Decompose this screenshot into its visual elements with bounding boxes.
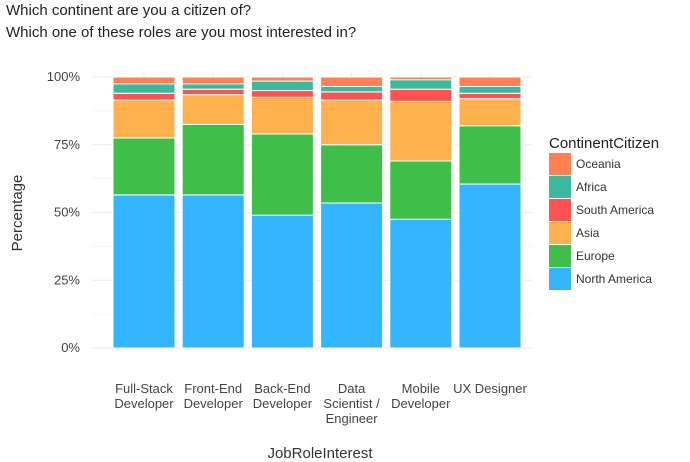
y-axis-title: Percentage xyxy=(9,175,26,252)
legend-label: Asia xyxy=(576,226,600,240)
legend-label: North America xyxy=(576,272,652,286)
legend-title: ContinentCitizen xyxy=(549,135,659,152)
bar-segment-europe xyxy=(181,123,245,196)
legend-label: Africa xyxy=(576,180,607,194)
bar-segment-south-america xyxy=(389,88,453,102)
bar-segment-south-america xyxy=(320,91,384,101)
bar-segment-oceania xyxy=(458,76,522,87)
bar-segment-europe xyxy=(320,144,384,204)
bar-segment-asia xyxy=(250,96,314,135)
bar-segment-south-america xyxy=(250,90,314,98)
chart-title-line-1: Which continent are you a citizen of? xyxy=(6,2,252,19)
bar-segment-south-america xyxy=(112,92,176,101)
bar-segment-africa xyxy=(458,85,522,94)
x-tick-labels: Full-Stack Developer Front-End Developer Bac… xyxy=(114,381,527,426)
legend-swatch xyxy=(549,268,571,290)
legend-label: Oceania xyxy=(576,157,621,171)
bar-segment-asia xyxy=(112,99,176,139)
legend-swatch xyxy=(549,222,571,244)
bar-segment-oceania xyxy=(181,76,245,85)
bar-segment-north-america xyxy=(458,183,522,349)
bar-segment-africa xyxy=(320,85,384,93)
legend: ContinentCitizen Oceania Africa South Amer… xyxy=(549,135,659,290)
legend-swatch xyxy=(549,153,571,175)
x-tick-label: UX Designer xyxy=(453,381,527,396)
bar-segment-europe xyxy=(250,133,314,216)
bar-segment-oceania xyxy=(320,76,384,87)
x-tick-label: Full-Stack Developer xyxy=(114,381,174,411)
y-tick-label: 0% xyxy=(61,340,80,355)
bar-segment-oceania xyxy=(250,76,314,82)
bar-segment-asia xyxy=(181,94,245,125)
bar-segment-africa xyxy=(389,79,453,90)
bar-segment-north-america xyxy=(112,194,176,349)
y-tick-label: 100% xyxy=(47,69,81,84)
bar-segment-africa xyxy=(250,80,314,92)
bar-segment-asia xyxy=(320,99,384,146)
x-tick-label: Mobile Developer xyxy=(391,381,451,411)
bar-segment-europe xyxy=(389,160,453,220)
bar-segment-asia xyxy=(389,100,453,162)
x-tick-label: Back-End Developer xyxy=(253,381,313,411)
bar-segment-africa xyxy=(181,83,245,90)
y-tick-label: 75% xyxy=(54,137,80,152)
bar-segment-europe xyxy=(112,137,176,196)
bar-segment-north-america xyxy=(181,194,245,349)
bar-segment-oceania xyxy=(112,76,176,85)
x-tick-label: Front-End Developer xyxy=(184,381,244,411)
bar-segment-north-america xyxy=(250,214,314,349)
y-tick-label: 50% xyxy=(54,205,80,220)
y-tick-labels: 0% 25% 50% 75% 100% xyxy=(47,69,81,355)
bar-segment-north-america xyxy=(389,218,453,349)
bar-segment-south-america xyxy=(458,92,522,100)
bar-segment-north-america xyxy=(320,202,384,349)
bar-segment-europe xyxy=(458,125,522,185)
chart-title-line-2: Which one of these roles are you most in… xyxy=(6,24,357,41)
bar-segment-africa xyxy=(112,83,176,94)
x-axis-title: JobRoleInterest xyxy=(267,445,373,462)
legend-swatch xyxy=(549,176,571,198)
legend-label: Europe xyxy=(576,249,615,263)
y-tick-label: 25% xyxy=(54,272,80,287)
legend-swatch xyxy=(549,199,571,221)
legend-swatch xyxy=(549,245,571,267)
bars xyxy=(112,76,522,349)
bar-segment-asia xyxy=(458,98,522,127)
x-tick-label: Data Scientist / Engineer xyxy=(323,381,380,426)
bar-segment-oceania xyxy=(389,76,453,81)
bar-segment-south-america xyxy=(181,88,245,96)
legend-label: South America xyxy=(576,203,654,217)
